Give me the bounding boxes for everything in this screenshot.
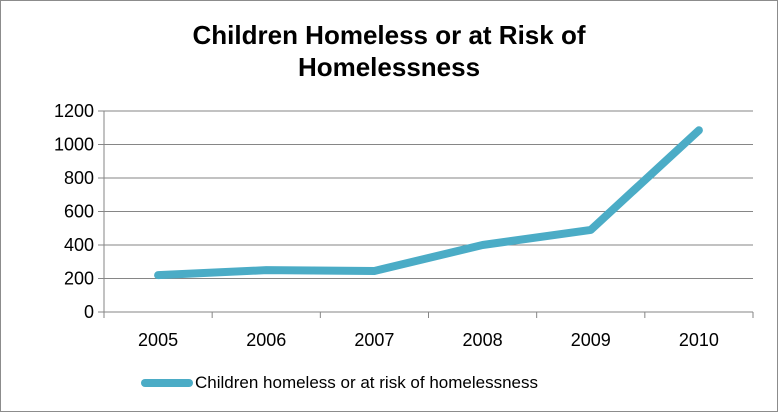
x-tick-label: 2010	[679, 330, 719, 350]
x-tick-label: 2009	[571, 330, 611, 350]
legend-swatch	[141, 379, 193, 387]
chart-title-line-1: Children Homeless or at Risk of	[192, 20, 586, 50]
x-tick-label: 2008	[463, 330, 503, 350]
x-tick-label: 2007	[354, 330, 394, 350]
x-tick-label: 2005	[138, 330, 178, 350]
chart-title-line-2: Homelessness	[297, 52, 481, 82]
y-tick-label: 200	[64, 269, 94, 289]
y-tick-label: 600	[64, 202, 94, 222]
series	[154, 126, 703, 280]
legend-label: Children homeless or at risk of homeless…	[195, 373, 538, 392]
y-tick-labels: 0 200 400 600 800 1000 1200	[54, 101, 94, 322]
axes	[98, 110, 754, 318]
y-tick-label: 0	[84, 302, 94, 322]
y-tick-label: 800	[64, 168, 94, 188]
x-tick-label: 2006	[246, 330, 286, 350]
x-tick-labels: 2005 2006 2007 2008 2009 2010	[138, 330, 719, 350]
y-tick-label: 400	[64, 235, 94, 255]
y-tick-label: 1200	[54, 101, 94, 121]
series-line	[154, 126, 703, 280]
legend: Children homeless or at risk of homeless…	[141, 373, 538, 393]
y-tick-label: 1000	[54, 135, 94, 155]
chart-title: Children Homeless or at Risk of Homeless…	[1, 19, 777, 83]
gridlines	[104, 110, 753, 279]
